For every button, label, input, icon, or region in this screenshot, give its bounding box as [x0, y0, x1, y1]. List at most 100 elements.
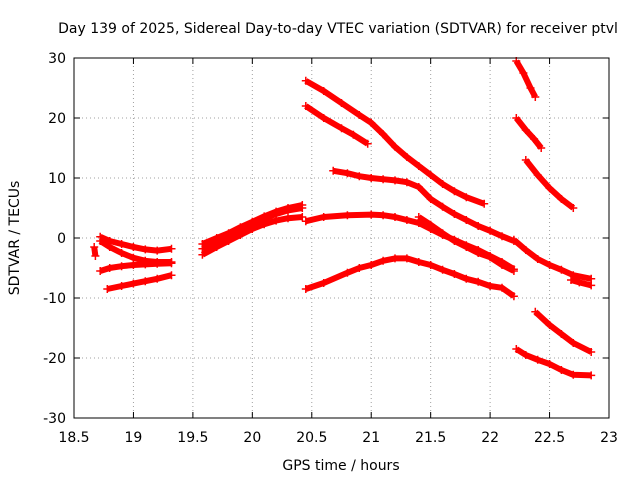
grid — [74, 58, 609, 418]
series-s16 — [512, 57, 540, 101]
plot-area — [90, 57, 596, 380]
series-band — [513, 116, 544, 150]
data-point — [569, 339, 578, 347]
data-point — [474, 277, 483, 286]
data-point — [531, 307, 540, 316]
data-point — [153, 246, 162, 255]
data-point — [367, 174, 376, 182]
data-point — [414, 213, 423, 221]
data-point — [521, 156, 530, 164]
data-point — [509, 235, 518, 244]
data-point — [512, 114, 521, 122]
data-point — [426, 261, 435, 269]
series-band — [513, 59, 538, 99]
data-point — [167, 271, 176, 280]
series-band — [304, 78, 486, 207]
y-tick-label: -30 — [43, 411, 66, 427]
data-point — [557, 265, 566, 274]
data-point — [96, 237, 105, 245]
x-tick-label: 23 — [600, 430, 618, 446]
data-point — [301, 76, 310, 85]
series-s15 — [509, 235, 596, 283]
data-point — [153, 259, 162, 268]
data-point — [462, 243, 471, 251]
data-point — [498, 261, 506, 269]
x-tick-label: 22.5 — [534, 430, 565, 446]
data-point — [337, 124, 346, 133]
data-point — [530, 135, 539, 143]
data-point — [367, 261, 376, 269]
data-point — [379, 130, 388, 139]
x-tick-label: 20.5 — [296, 430, 327, 446]
y-tick-label: 10 — [48, 171, 66, 187]
series-band — [332, 167, 516, 244]
data-point — [284, 206, 292, 215]
series-s4 — [96, 259, 176, 275]
series-s20 — [512, 345, 596, 380]
data-point — [509, 292, 518, 301]
data-point — [519, 69, 528, 77]
data-point — [141, 245, 150, 254]
x-tick-label: 22 — [481, 430, 499, 446]
data-point — [260, 220, 269, 229]
data-point — [349, 130, 358, 139]
data-point — [224, 237, 233, 245]
data-point — [474, 249, 483, 257]
data-point — [212, 243, 221, 251]
data-point — [103, 285, 112, 293]
y-tick-label: -10 — [43, 291, 66, 307]
data-point — [236, 231, 245, 239]
series-s8 — [198, 213, 307, 259]
data-point — [355, 172, 364, 181]
series-s21 — [567, 276, 596, 290]
data-point — [355, 111, 364, 119]
y-tick-label: -20 — [43, 351, 66, 367]
data-point — [567, 276, 575, 284]
data-point — [450, 270, 459, 278]
chart-title: Day 139 of 2025, Sidereal Day-to-day VTE… — [58, 21, 618, 37]
x-tick-label: 21 — [362, 430, 380, 446]
data-point — [337, 99, 346, 107]
x-tick-label: 20 — [243, 430, 261, 446]
data-point — [587, 348, 596, 356]
data-point — [462, 274, 471, 283]
data-point — [402, 153, 411, 161]
data-point — [426, 171, 435, 179]
data-point — [486, 253, 495, 262]
data-point — [319, 279, 328, 287]
series-band — [304, 255, 516, 299]
series-s1 — [90, 243, 100, 260]
series-band — [523, 158, 576, 211]
data-point — [587, 371, 596, 380]
data-point — [367, 210, 376, 219]
data-point — [537, 144, 546, 152]
data-point — [90, 243, 99, 251]
data-point — [298, 213, 307, 221]
data-point — [298, 204, 307, 212]
data-point — [402, 216, 411, 224]
data-point — [379, 211, 388, 220]
data-point — [498, 232, 506, 241]
series-band — [533, 309, 593, 355]
data-point — [117, 282, 126, 290]
y-tick-label: 20 — [48, 111, 66, 127]
data-point — [414, 183, 423, 191]
series-s9 — [301, 76, 489, 208]
x-tick-label: 21.5 — [415, 430, 446, 446]
data-point — [167, 244, 176, 253]
data-point — [343, 169, 352, 178]
data-point — [426, 220, 435, 229]
data-point — [438, 229, 447, 238]
data-point — [319, 114, 328, 122]
series-band — [106, 272, 173, 292]
series-s2 — [96, 232, 176, 255]
data-point — [526, 84, 535, 92]
series-band — [514, 346, 592, 379]
series-s5 — [103, 271, 176, 293]
data-point — [462, 193, 471, 202]
data-point — [450, 237, 459, 245]
data-point — [402, 254, 411, 263]
data-point — [379, 175, 388, 184]
data-point — [319, 87, 328, 95]
